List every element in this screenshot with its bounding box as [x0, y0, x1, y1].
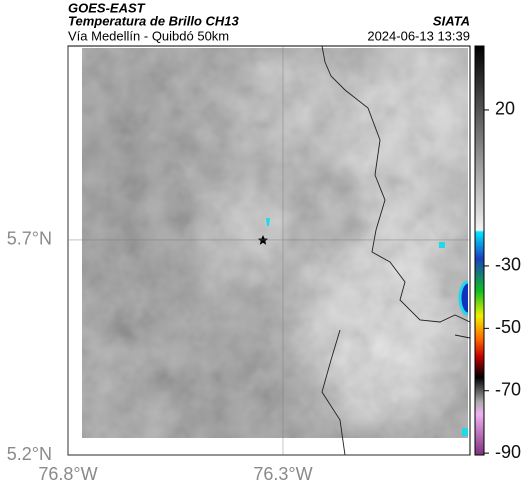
colorbar-tick-label: 20 [495, 99, 515, 119]
colorbar-tick-label: -30 [495, 255, 521, 275]
x-tick-label: 76.3°W [253, 464, 312, 484]
org: SIATA [433, 13, 470, 28]
colorbar [474, 45, 485, 456]
title: Temperatura de Brillo CH13 [68, 13, 240, 28]
y-tick-label: 5.7°N [7, 229, 52, 249]
subtitle: Vía Medellín - Quibdó 50km [68, 28, 229, 43]
brightness-field [82, 48, 468, 438]
x-tick-label: 76.8°W [38, 464, 97, 484]
colorbar-tick-label: -50 [495, 317, 521, 337]
source: GOES-EAST [68, 0, 146, 15]
colorbar-tick-label: -70 [495, 379, 521, 399]
colorbar-tick-label: -90 [495, 442, 521, 462]
borders [321, 45, 471, 456]
datetime: 2024-06-13 13:39 [367, 28, 470, 43]
y-tick-label: 5.2°N [7, 444, 52, 464]
